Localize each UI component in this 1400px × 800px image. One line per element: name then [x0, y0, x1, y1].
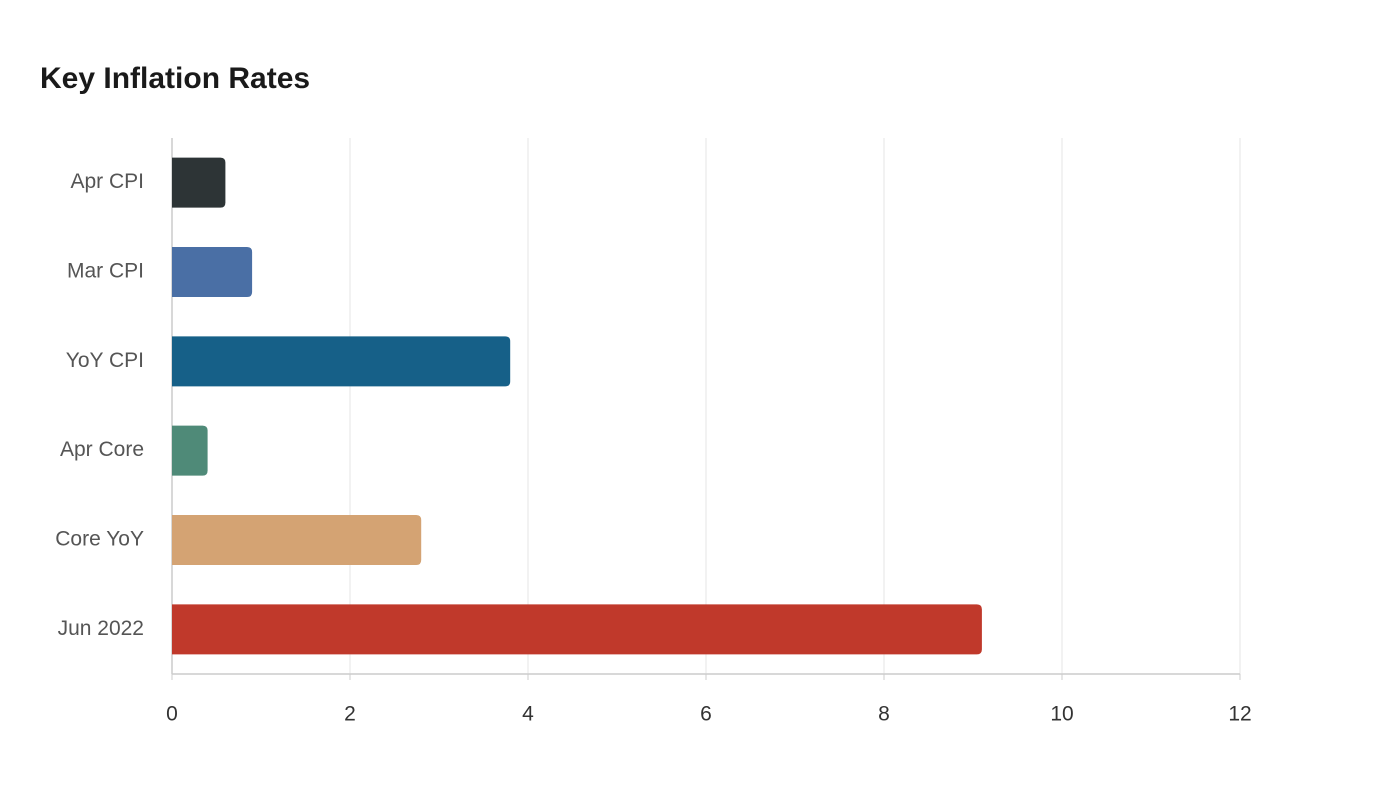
bar: [172, 157, 226, 208]
bar: [172, 425, 208, 476]
y-tick-label: Mar CPI: [67, 260, 144, 283]
y-tick-label: YoY CPI: [66, 349, 144, 372]
y-tick-label: Core YoY: [55, 528, 144, 551]
bar: [172, 247, 253, 297]
y-tick-label: Apr Core: [60, 438, 144, 461]
bar: [172, 336, 511, 387]
x-tick-label: 4: [522, 703, 534, 726]
x-tick-label: 12: [1228, 703, 1251, 726]
x-tick-label: 8: [878, 703, 890, 726]
bar: [172, 604, 982, 655]
chart-title: Key Inflation Rates: [40, 62, 310, 95]
x-tick-label: 10: [1050, 703, 1073, 726]
y-tick-label: Jun 2022: [58, 617, 144, 640]
y-tick-label: Apr CPI: [70, 170, 144, 193]
x-tick-label: 2: [344, 703, 356, 726]
x-tick-label: 0: [166, 703, 178, 726]
bar: [172, 515, 422, 565]
x-tick-label: 6: [700, 703, 712, 726]
